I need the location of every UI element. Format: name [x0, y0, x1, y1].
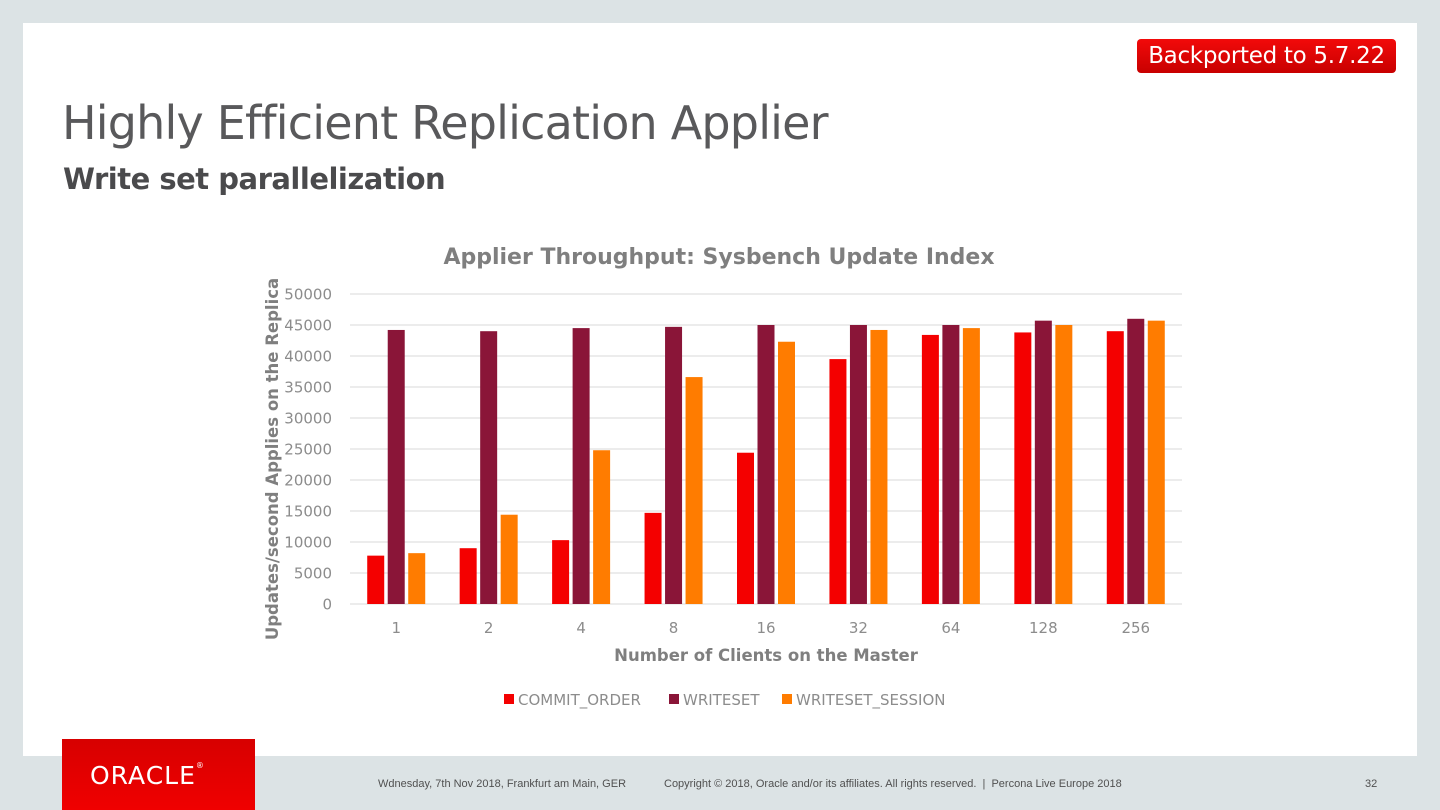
x-tick-label: 256: [1121, 619, 1150, 637]
bar-commit-order-256: [1106, 331, 1124, 604]
legend-label: WRITESET_SESSION: [796, 691, 945, 710]
bar-writeset-session-1: [408, 553, 426, 604]
y-tick-label: 25000: [284, 441, 332, 459]
y-tick-label: 35000: [284, 379, 332, 397]
footer-date-location: Wdnesday, 7th Nov 2018, Frankfurt am Mai…: [378, 778, 627, 790]
backported-badge: Backported to 5.7.22: [1137, 39, 1396, 73]
x-tick-label: 128: [1029, 619, 1058, 637]
y-tick-label: 10000: [284, 534, 332, 552]
y-tick-label: 30000: [284, 410, 332, 428]
x-tick-label: 32: [849, 619, 868, 637]
x-tick-label: 64: [941, 619, 960, 637]
y-tick-label: 50000: [284, 286, 332, 304]
bar-writeset-session-32: [870, 329, 888, 604]
slide-subtitle: Write set parallelization: [63, 162, 446, 196]
bar-commit-order-32: [829, 359, 847, 604]
bar-writeset-16: [757, 325, 775, 604]
bar-writeset-64: [942, 325, 960, 604]
legend-label: WRITESET: [683, 691, 760, 709]
bar-writeset-32: [849, 325, 867, 604]
bar-writeset-4: [572, 328, 590, 604]
slide-title: Highly Efficient Replication Applier: [62, 96, 829, 150]
bar-writeset-session-16: [778, 341, 795, 604]
bar-writeset-8: [665, 326, 683, 604]
bar-commit-order-16: [737, 452, 754, 604]
bar-writeset-2: [480, 331, 498, 604]
bar-commit-order-2: [459, 548, 477, 604]
y-axis-label: Updates/second Applies on the Replica: [263, 278, 282, 640]
bar-writeset-1: [387, 329, 405, 604]
legend-swatch-commit-order: [504, 694, 514, 704]
legend-swatch-writeset: [669, 694, 679, 704]
page-number: 32: [1365, 778, 1378, 790]
bar-writeset-session-8: [685, 377, 703, 604]
chart-title: Applier Throughput: Sysbench Update Inde…: [443, 245, 994, 270]
bar-writeset-session-64: [962, 328, 980, 604]
oracle-logo: ORACLE®: [62, 739, 255, 810]
bar-writeset-session-2: [500, 514, 518, 604]
y-tick-label: 40000: [284, 348, 332, 366]
slide-canvas: [23, 23, 1417, 756]
y-tick-label: 15000: [284, 503, 332, 521]
x-axis-label: Number of Clients on the Master: [614, 646, 919, 665]
bar-writeset-session-128: [1055, 325, 1073, 604]
bar-commit-order-8: [644, 512, 662, 604]
x-tick-label: 2: [484, 619, 494, 637]
bar-commit-order-64: [921, 334, 939, 604]
y-tick-label: 20000: [284, 472, 332, 490]
y-tick-label: 5000: [294, 565, 332, 583]
bar-writeset-session-256: [1147, 320, 1165, 604]
oracle-logo-text: ORACLE: [90, 761, 196, 790]
legend-swatch-writeset-session: [782, 694, 792, 704]
bar-writeset-128: [1034, 320, 1052, 604]
x-tick-label: 1: [391, 619, 401, 637]
y-tick-label: 45000: [284, 317, 332, 335]
x-tick-label: 8: [669, 619, 679, 637]
legend-label: COMMIT_ORDER: [518, 691, 641, 710]
bar-writeset-256: [1127, 318, 1145, 604]
footer-copyright: Copyright © 2018, Oracle and/or its affi…: [664, 778, 1122, 790]
bar-commit-order-4: [552, 540, 570, 604]
x-tick-label: 4: [576, 619, 586, 637]
x-tick-label: 16: [756, 619, 775, 637]
registered-mark: ®: [195, 761, 205, 770]
bar-commit-order-128: [1014, 332, 1032, 604]
bar-commit-order-1: [367, 555, 385, 604]
y-tick-label: 0: [322, 596, 332, 614]
bar-writeset-session-4: [593, 450, 611, 604]
